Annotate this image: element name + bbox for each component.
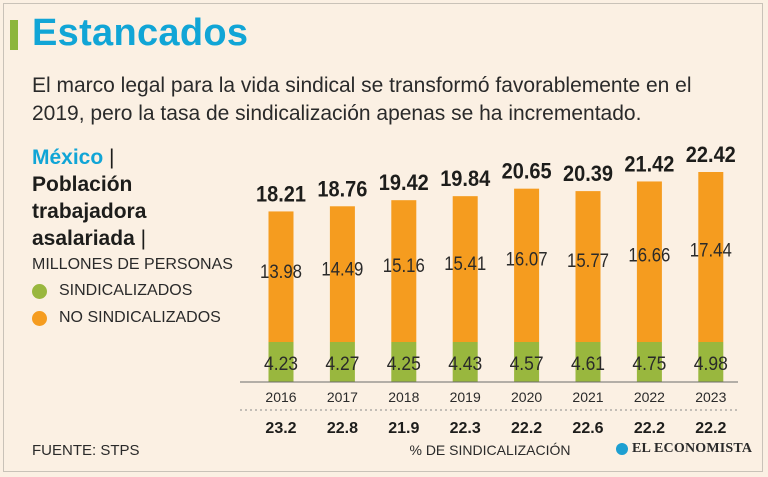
sindicalizados-label-2017: 4.27 — [325, 354, 359, 375]
no-sindicalizados-label-2018: 15.16 — [383, 256, 425, 277]
legend-label-no-sindicalizados: NO SINDICALIZADOS — [59, 309, 221, 326]
no-sindicalizados-label-2016: 13.98 — [260, 262, 302, 283]
year-tick-2019: 2019 — [450, 389, 481, 405]
bar-no-sindicalizados-2016 — [268, 211, 294, 342]
year-tick-2022: 2022 — [634, 389, 665, 405]
rate-value-2020: 22.2 — [511, 420, 542, 437]
units-label: MILLONES DE PERSONAS — [32, 256, 233, 273]
sindicalizados-label-2023: 4.98 — [694, 354, 728, 375]
legend-dot-green-icon — [32, 283, 47, 299]
year-tick-2018: 2018 — [388, 389, 419, 405]
rate-value-2021: 22.6 — [572, 420, 603, 437]
bar-sindicalizados-2019 — [452, 342, 478, 382]
title-accent-bar — [10, 20, 18, 50]
year-tick-2021: 2021 — [572, 389, 603, 405]
rate-value-2017: 22.8 — [327, 420, 358, 437]
year-tick-2023: 2023 — [695, 389, 726, 405]
legend-item-no-sindicalizados: NO SINDICALIZADOS — [32, 309, 221, 327]
legend-dot-orange-icon — [32, 310, 47, 326]
legend-label-sindicalizados: SINDICALIZADOS — [59, 282, 193, 299]
bar-sindicalizados-2021 — [575, 342, 601, 382]
country-heading: México | — [32, 146, 115, 170]
total-label-2017: 18.76 — [317, 176, 367, 201]
year-tick-2017: 2017 — [327, 389, 358, 405]
bar-sindicalizados-2017 — [329, 342, 355, 382]
sindicalizados-label-2021: 4.61 — [571, 354, 605, 375]
rate-value-2022: 22.2 — [634, 420, 665, 437]
no-sindicalizados-label-2021: 15.77 — [567, 251, 609, 272]
total-label-2023: 22.42 — [686, 142, 736, 167]
no-sindicalizados-label-2020: 16.07 — [506, 250, 548, 271]
total-label-2021: 20.39 — [563, 161, 613, 186]
sindicalizados-label-2019: 4.43 — [448, 354, 482, 375]
bar-no-sindicalizados-2020 — [514, 188, 540, 342]
sindicalizados-label-2016: 4.23 — [264, 354, 298, 375]
rate-axis-label: % DE SINDICALIZACIÓN — [409, 442, 570, 458]
bar-no-sindicalizados-2017 — [329, 206, 355, 342]
bar-no-sindicalizados-2019 — [452, 196, 478, 342]
bar-no-sindicalizados-2022 — [636, 181, 662, 342]
rate-value-2023: 22.2 — [695, 420, 726, 437]
sindicalizados-label-2022: 4.75 — [632, 354, 666, 375]
total-label-2020: 20.65 — [502, 159, 552, 184]
total-label-2018: 19.42 — [379, 170, 429, 195]
bar-sindicalizados-2022 — [636, 342, 662, 382]
sindicalizados-label-2018: 4.25 — [387, 354, 421, 375]
rate-value-2016: 23.2 — [265, 420, 296, 437]
no-sindicalizados-label-2022: 16.66 — [628, 246, 670, 267]
total-label-2019: 19.84 — [440, 166, 491, 191]
sindicalizados-label-2020: 4.57 — [510, 354, 544, 375]
no-sindicalizados-label-2019: 15.41 — [444, 254, 486, 275]
bar-sindicalizados-2023 — [698, 342, 724, 382]
year-tick-2020: 2020 — [511, 389, 542, 405]
total-label-2022: 21.42 — [624, 151, 674, 176]
bar-sindicalizados-2016 — [268, 342, 294, 382]
country-separator: | — [109, 146, 115, 169]
subtitle: El marco legal para la vida sindical se … — [32, 74, 692, 125]
page-title: Estancados — [32, 12, 249, 54]
no-sindicalizados-label-2023: 17.44 — [690, 241, 732, 262]
source-note: FUENTE: STPS — [32, 442, 140, 459]
bar-no-sindicalizados-2021 — [575, 191, 601, 342]
bar-no-sindicalizados-2018 — [391, 200, 417, 342]
no-sindicalizados-label-2017: 14.49 — [321, 259, 363, 280]
logo-text: EL ECONOMISTA — [632, 441, 753, 456]
rate-value-2019: 22.3 — [450, 420, 481, 437]
bar-sindicalizados-2020 — [514, 342, 540, 382]
total-label-2016: 18.21 — [256, 181, 306, 206]
bar-sindicalizados-2018 — [391, 342, 417, 382]
rate-value-2018: 21.9 — [388, 420, 419, 437]
country-name: México — [32, 146, 104, 169]
logo-globe-icon — [616, 443, 628, 455]
population-separator: | — [140, 227, 147, 250]
year-tick-2016: 2016 — [265, 389, 296, 405]
infographic-frame — [3, 3, 763, 472]
population-label: Población trabajadora asalariada — [32, 173, 147, 250]
legend-item-sindicalizados: SINDICALIZADOS — [32, 282, 192, 300]
bar-no-sindicalizados-2023 — [698, 172, 724, 342]
population-heading: Población trabajadora asalariada | — [32, 171, 242, 252]
publisher-logo: EL ECONOMISTA — [616, 441, 752, 457]
